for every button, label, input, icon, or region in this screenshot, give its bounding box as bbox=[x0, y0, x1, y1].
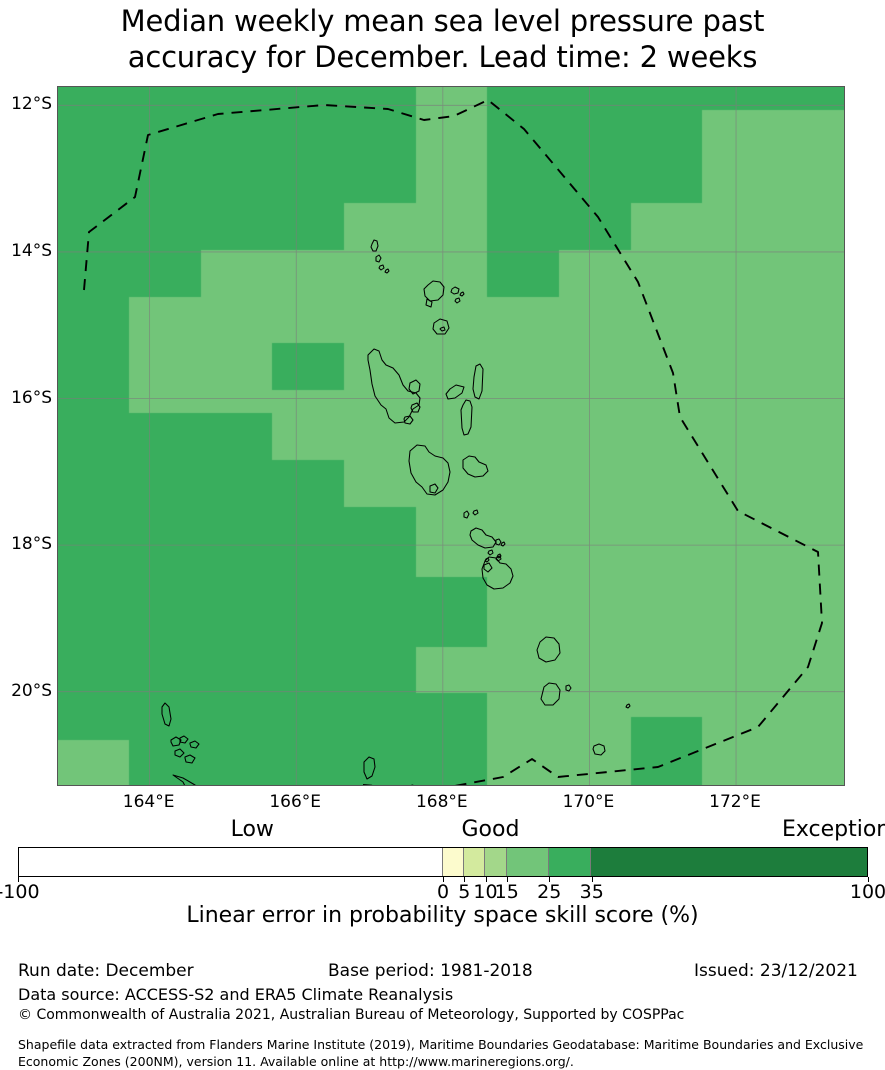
colorbar-category-exceptional: Exceptional bbox=[781, 817, 885, 842]
colorbar-segment-1[interactable] bbox=[443, 848, 465, 876]
colorbar-tick-neg100: -100 bbox=[0, 881, 40, 903]
colorbar-tickmark-0 bbox=[18, 877, 19, 882]
map-plot[interactable] bbox=[57, 86, 845, 786]
y-tick-14S: 14°S bbox=[11, 240, 52, 261]
colorbar-tickmark-3 bbox=[485, 877, 487, 882]
page-title: Median weekly mean sea level pressure pa… bbox=[120, 4, 765, 74]
colorbar-segment-2[interactable] bbox=[464, 848, 486, 876]
y-tick-20S: 20°S bbox=[11, 680, 52, 701]
colorbar-tickmark-6 bbox=[591, 877, 593, 882]
eez-boundary bbox=[83, 99, 823, 785]
colorbar-tickmark-4 bbox=[506, 877, 508, 882]
x-tick-172E: 172°E bbox=[709, 792, 761, 812]
footer: Run date: December Base period: 1981-201… bbox=[18, 960, 878, 1070]
run-date: Run date: December bbox=[18, 961, 194, 981]
y-tick-12S: 12°S bbox=[11, 94, 52, 115]
x-tick-168E: 168°E bbox=[415, 792, 468, 812]
colorbar-segment-4[interactable] bbox=[506, 848, 549, 876]
colorbar-segment-0[interactable] bbox=[19, 848, 443, 876]
colorbar[interactable] bbox=[18, 847, 868, 877]
data-source: Data source: ACCESS-S2 and ERA5 Climate … bbox=[18, 985, 454, 1004]
colorbar-category-low: Low bbox=[230, 817, 274, 842]
skill-score-heatmap bbox=[58, 87, 844, 785]
base-period: Base period: 1981-2018 bbox=[328, 961, 533, 981]
colorbar-category-good: Good bbox=[461, 817, 520, 842]
colorbar-tick-0: 0 bbox=[436, 881, 450, 903]
colorbar-tick-100: 100 bbox=[849, 881, 885, 903]
colorbar-tick-5: 5 bbox=[458, 881, 471, 903]
map-plot-frame bbox=[57, 86, 845, 786]
colorbar-tickmark-2 bbox=[464, 877, 466, 882]
colorbar-tickmark-1 bbox=[443, 877, 444, 882]
colorbar-tick-15: 15 bbox=[494, 881, 519, 903]
colorbar-axis-title: Linear error in probability space skill … bbox=[186, 903, 699, 928]
colorbar-tickmark-5 bbox=[549, 877, 551, 882]
footer-meta-row: Run date: December Base period: 1981-201… bbox=[18, 960, 878, 984]
colorbar-segment-3[interactable] bbox=[485, 848, 507, 876]
y-tick-18S: 18°S bbox=[11, 534, 52, 555]
map-overlay bbox=[58, 87, 844, 785]
copyright-line: © Commonwealth of Australia 2021, Austra… bbox=[18, 1007, 685, 1023]
colorbar-segment-6[interactable] bbox=[591, 848, 867, 876]
issued-date: Issued: 23/12/2021 bbox=[694, 961, 858, 981]
map-gridlines bbox=[58, 87, 844, 785]
x-tick-166E: 166°E bbox=[269, 792, 322, 812]
colorbar-tickmark-7 bbox=[868, 877, 869, 882]
colorbar-tick-labels: -100 0 5 10 15 25 35 100 bbox=[0, 877, 885, 903]
x-tick-170E: 170°E bbox=[562, 792, 615, 812]
colorbar-segment-5[interactable] bbox=[548, 848, 592, 876]
x-tick-164E: 164°E bbox=[122, 792, 175, 812]
colorbar-tick-35: 35 bbox=[579, 881, 604, 903]
colorbar-tick-25: 25 bbox=[537, 881, 562, 903]
y-tick-16S: 16°S bbox=[11, 387, 52, 408]
coastlines bbox=[161, 239, 631, 785]
colorbar-category-labels: Low Good Exceptional bbox=[18, 818, 885, 842]
colorbar-tick-10: 10 bbox=[473, 881, 498, 903]
